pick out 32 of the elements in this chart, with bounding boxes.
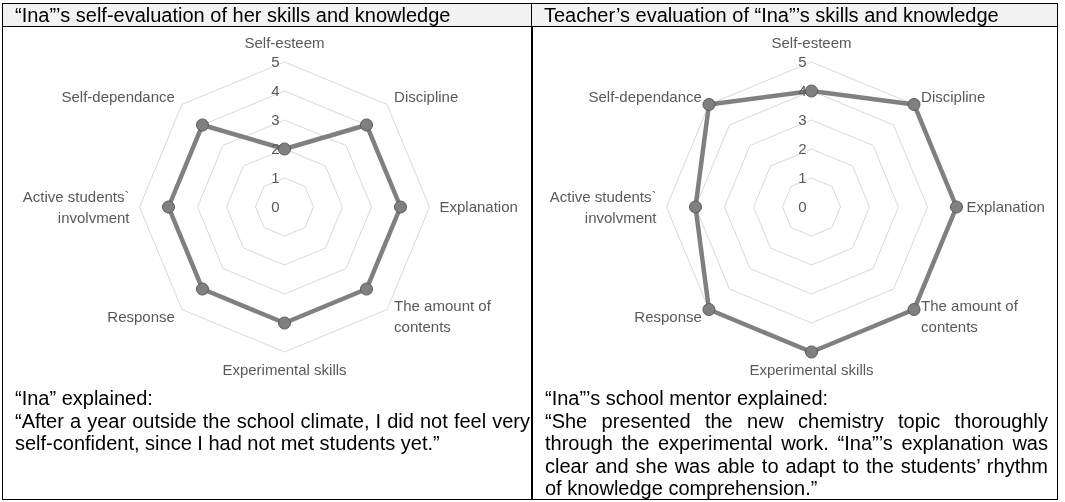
text: “She presented the new chemistry topic thoroughly through the experimental work. “Ina”’s explanation was clear and she was able to adapt to the students’ rhythm of knowledge comprehension.”	[545, 409, 1048, 499]
spoke-label: Discipline	[921, 88, 986, 106]
spoke-label: Self-dependance	[61, 88, 175, 106]
spoke-label: The amount of contents	[921, 297, 1019, 336]
spoke-label: Experimental skills	[749, 361, 874, 378]
spoke-label: Self-dependance	[588, 88, 702, 106]
spoke-label: Self-esteem	[771, 34, 852, 51]
text: “After a year outside the school climate, I did not feel very self-confident, since I had not met students yet.”	[15, 409, 530, 454]
y-tick-label: 3	[798, 111, 807, 128]
spoke-label: Response	[634, 307, 702, 325]
y-tick-label: 1	[271, 169, 280, 186]
spoke-label: Active students` involvment	[22, 187, 131, 226]
chart-title: “Ina”’s self-evaluation of her skills and knowledge	[15, 4, 451, 26]
spoke-label: Active students` involvment	[549, 187, 658, 226]
y-tick-label: 1	[798, 169, 807, 186]
y-tick-label: 5	[798, 53, 807, 70]
y-tick-label: 5	[271, 53, 280, 70]
y-tick-label: 0	[271, 198, 280, 215]
spoke-label: The amount of contents	[394, 297, 492, 336]
spoke-label: Explanation	[966, 198, 1045, 215]
spoke-label: Explanation	[439, 198, 518, 215]
y-tick-label: 3	[271, 111, 280, 128]
text: “Ina” explained:	[15, 387, 153, 409]
text: “Ina”’s school mentor explained:	[545, 387, 829, 409]
chart-title: Teacher’s evaluation of “Ina”’s skills and knowledge	[544, 4, 999, 26]
spoke-label: Experimental skills	[222, 361, 347, 378]
spoke-label: Response	[107, 307, 175, 325]
spoke-label: Discipline	[394, 88, 459, 106]
y-tick-label: 2	[798, 140, 807, 157]
spoke-label: Self-esteem	[244, 34, 325, 51]
y-tick-label: 0	[798, 198, 807, 215]
y-tick-label: 4	[271, 82, 280, 99]
